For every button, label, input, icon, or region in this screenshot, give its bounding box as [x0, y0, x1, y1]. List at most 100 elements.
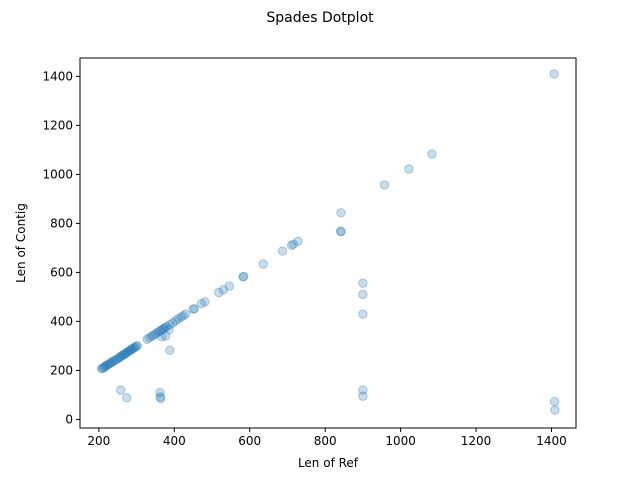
data-point [288, 239, 299, 249]
data-point [100, 362, 110, 372]
data-point [120, 349, 130, 359]
data-point [125, 345, 136, 355]
data-point [180, 309, 191, 319]
y-tick-label: 0 [65, 412, 73, 426]
data-point [142, 334, 152, 344]
data-point [117, 350, 128, 360]
data-point [156, 393, 166, 404]
data-point [124, 346, 135, 356]
data-point [116, 385, 126, 395]
x-tick-label: 200 [87, 434, 110, 448]
data-point [165, 319, 175, 330]
y-tick-label: 600 [50, 265, 73, 279]
data-point [214, 287, 224, 298]
data-point [358, 391, 368, 401]
data-point [155, 392, 166, 402]
data-point [132, 340, 143, 351]
data-point [130, 342, 140, 352]
axes-frame [79, 57, 577, 429]
x-tick-label: 800 [314, 434, 337, 448]
data-point [188, 304, 198, 314]
x-tick-label: 1400 [536, 434, 567, 448]
data-point [97, 363, 108, 373]
data-point [238, 272, 248, 282]
x-axis-ticks: 200 400 600 800 1000 1200 1400 [87, 428, 567, 448]
data-point [116, 351, 127, 361]
data-point [154, 326, 164, 337]
data-point [196, 299, 207, 309]
data-point [549, 69, 559, 79]
data-point [144, 333, 155, 343]
y-tick-label: 1000 [42, 167, 73, 181]
data-point [173, 314, 183, 324]
data-point [150, 329, 161, 339]
data-point [101, 361, 111, 371]
data-point [336, 208, 346, 218]
data-point [200, 297, 210, 307]
data-point [96, 364, 107, 374]
data-point [110, 355, 120, 366]
y-tick-label: 400 [50, 314, 73, 328]
data-point [119, 350, 129, 360]
data-point [121, 348, 131, 358]
data-point [159, 323, 169, 334]
data-point [379, 180, 390, 190]
data-point [108, 356, 118, 367]
data-point [155, 387, 165, 398]
data-point [126, 344, 137, 355]
data-point [358, 289, 368, 300]
data-point [131, 341, 141, 352]
data-point [549, 396, 560, 407]
data-point [336, 227, 346, 237]
y-tick-label: 200 [50, 363, 73, 377]
x-axis-label: Len of Ref [298, 456, 359, 470]
data-point [218, 285, 229, 295]
data-point [111, 354, 121, 365]
x-tick-label: 400 [163, 434, 186, 448]
data-point [113, 353, 123, 364]
data-point [157, 332, 167, 342]
data-point [176, 312, 186, 322]
data-point [335, 226, 346, 236]
data-point [293, 236, 303, 246]
data-point [286, 240, 297, 251]
data-point [427, 149, 437, 159]
data-point [358, 309, 368, 319]
data-point [404, 164, 414, 174]
data-point [189, 303, 199, 314]
data-point [165, 345, 175, 356]
data-point [178, 311, 189, 321]
data-point [115, 352, 126, 362]
y-tick-label: 1400 [42, 69, 73, 83]
data-point [239, 271, 249, 282]
data-point [105, 358, 115, 369]
data-point [162, 321, 172, 332]
y-tick-label: 1200 [42, 118, 73, 132]
y-axis-label: Len of Contig [14, 203, 28, 283]
data-point [129, 343, 139, 353]
data-point [258, 259, 269, 269]
data-point [160, 331, 171, 341]
y-tick-label: 800 [50, 216, 73, 230]
y-axis-ticks: 0 200 400 600 800 1000 1200 1400 [42, 69, 80, 426]
data-point [358, 385, 368, 395]
data-point [128, 343, 138, 354]
x-tick-label: 1000 [385, 434, 416, 448]
data-point [103, 359, 114, 369]
data-point [224, 281, 235, 291]
data-point [114, 352, 124, 363]
data-point [107, 357, 117, 367]
points-layer [96, 69, 560, 415]
data-point [99, 362, 109, 373]
data-point [123, 346, 133, 357]
data-point [550, 405, 560, 415]
data-point [148, 330, 159, 340]
x-tick-label: 1200 [461, 434, 492, 448]
data-point [106, 358, 116, 368]
data-point [156, 325, 166, 336]
data-point [122, 347, 132, 357]
data-point [277, 246, 288, 256]
data-point [168, 318, 178, 328]
